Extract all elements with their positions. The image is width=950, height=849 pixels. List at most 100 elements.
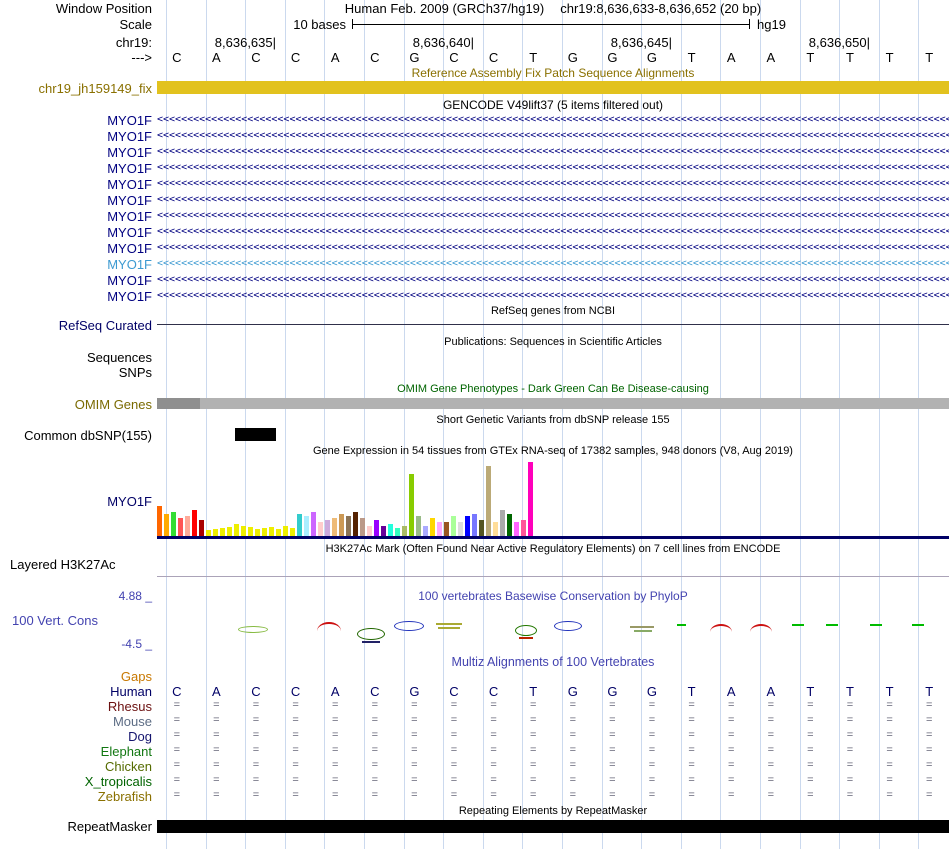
gtex-expression-bar[interactable] bbox=[437, 522, 442, 536]
species-label-rhesus[interactable]: Rhesus bbox=[107, 699, 152, 714]
omim-gene-bar[interactable] bbox=[200, 398, 949, 409]
gtex-expression-bar[interactable] bbox=[521, 520, 526, 536]
dbsnp-variant-box[interactable] bbox=[235, 428, 276, 441]
gtex-expression-bar[interactable] bbox=[171, 512, 176, 536]
species-label-mouse[interactable]: Mouse bbox=[112, 714, 152, 729]
gtex-expression-bar[interactable] bbox=[248, 527, 253, 536]
species-label-gaps[interactable]: Gaps bbox=[120, 669, 152, 684]
gtex-expression-bar[interactable] bbox=[416, 516, 421, 536]
gencode-transcript-label[interactable]: MYO1F bbox=[107, 273, 152, 288]
gencode-transcript[interactable]: <<<<<<<<<<<<<<<<<<<<<<<<<<<<<<<<<<<<<<<<… bbox=[157, 210, 949, 221]
species-label-dog[interactable]: Dog bbox=[128, 729, 152, 744]
gencode-transcript[interactable]: <<<<<<<<<<<<<<<<<<<<<<<<<<<<<<<<<<<<<<<<… bbox=[157, 274, 949, 285]
omim-genes-label[interactable]: OMIM Genes bbox=[74, 397, 152, 412]
omim-gene-bar[interactable] bbox=[157, 398, 200, 409]
h3k27ac-label[interactable]: Layered H3K27Ac bbox=[10, 557, 116, 572]
gtex-expression-bar[interactable] bbox=[346, 516, 351, 536]
gtex-expression-bar[interactable] bbox=[423, 526, 428, 536]
gencode-transcript[interactable]: <<<<<<<<<<<<<<<<<<<<<<<<<<<<<<<<<<<<<<<<… bbox=[157, 146, 949, 157]
gtex-expression-bar[interactable] bbox=[213, 529, 218, 536]
gencode-transcript[interactable]: <<<<<<<<<<<<<<<<<<<<<<<<<<<<<<<<<<<<<<<<… bbox=[157, 114, 949, 125]
gencode-transcript-label[interactable]: MYO1F bbox=[107, 177, 152, 192]
gencode-transcript-label[interactable]: MYO1F bbox=[107, 225, 152, 240]
gtex-expression-bar[interactable] bbox=[297, 514, 302, 536]
gtex-expression-bar[interactable] bbox=[283, 526, 288, 536]
gtex-expression-bar[interactable] bbox=[479, 520, 484, 536]
gtex-expression-bar[interactable] bbox=[486, 466, 491, 536]
gencode-transcript[interactable]: <<<<<<<<<<<<<<<<<<<<<<<<<<<<<<<<<<<<<<<<… bbox=[157, 162, 949, 173]
species-label-human[interactable]: Human bbox=[110, 684, 152, 699]
publications-sequences-label[interactable]: Sequences bbox=[86, 350, 152, 365]
gencode-transcript-label[interactable]: MYO1F bbox=[107, 257, 152, 272]
gtex-expression-bar[interactable] bbox=[269, 527, 274, 536]
gencode-transcript-label[interactable]: MYO1F bbox=[107, 113, 152, 128]
gtex-expression-bar[interactable] bbox=[192, 510, 197, 536]
gencode-transcript[interactable]: <<<<<<<<<<<<<<<<<<<<<<<<<<<<<<<<<<<<<<<<… bbox=[157, 258, 949, 269]
fix-patch-bar[interactable] bbox=[157, 81, 949, 94]
gtex-expression-bar[interactable] bbox=[430, 518, 435, 536]
gtex-expression-bar[interactable] bbox=[185, 516, 190, 536]
repeatmasker-label[interactable]: RepeatMasker bbox=[67, 819, 152, 834]
gtex-expression-bar[interactable] bbox=[304, 516, 309, 536]
gencode-transcript-label[interactable]: MYO1F bbox=[107, 161, 152, 176]
species-label-zebrafish[interactable]: Zebrafish bbox=[97, 789, 152, 804]
gtex-expression-bar[interactable] bbox=[241, 526, 246, 536]
gtex-expression-bar[interactable] bbox=[220, 528, 225, 536]
gencode-transcript[interactable]: <<<<<<<<<<<<<<<<<<<<<<<<<<<<<<<<<<<<<<<<… bbox=[157, 226, 949, 237]
gencode-transcript-label[interactable]: MYO1F bbox=[107, 241, 152, 256]
gtex-expression-bar[interactable] bbox=[206, 530, 211, 536]
gtex-expression-bar[interactable] bbox=[451, 516, 456, 536]
gtex-expression-bar[interactable] bbox=[409, 474, 414, 536]
dbsnp-label[interactable]: Common dbSNP(155) bbox=[24, 428, 152, 443]
gtex-expression-bar[interactable] bbox=[157, 506, 162, 536]
gtex-expression-bar[interactable] bbox=[388, 524, 393, 536]
repeatmasker-bar[interactable] bbox=[157, 820, 949, 833]
gencode-transcript-label[interactable]: MYO1F bbox=[107, 145, 152, 160]
gtex-expression-bar[interactable] bbox=[444, 522, 449, 536]
fix-patch-label[interactable]: chr19_jh159149_fix bbox=[38, 81, 152, 96]
gencode-transcript[interactable]: <<<<<<<<<<<<<<<<<<<<<<<<<<<<<<<<<<<<<<<<… bbox=[157, 178, 949, 189]
gtex-expression-bar[interactable] bbox=[290, 528, 295, 536]
gtex-expression-bar[interactable] bbox=[311, 512, 316, 536]
gtex-expression-bar[interactable] bbox=[178, 518, 183, 536]
publications-snps-label[interactable]: SNPs bbox=[118, 365, 152, 380]
gencode-transcript[interactable]: <<<<<<<<<<<<<<<<<<<<<<<<<<<<<<<<<<<<<<<<… bbox=[157, 130, 949, 141]
gtex-expression-bar[interactable] bbox=[395, 528, 400, 536]
gtex-expression-bar[interactable] bbox=[325, 520, 330, 536]
refseq-curated-label[interactable]: RefSeq Curated bbox=[58, 318, 152, 333]
gtex-expression-bar[interactable] bbox=[465, 516, 470, 536]
gencode-transcript-label[interactable]: MYO1F bbox=[107, 209, 152, 224]
gtex-expression-bar[interactable] bbox=[514, 522, 519, 536]
gtex-expression-bar[interactable] bbox=[332, 518, 337, 536]
gtex-expression-bar[interactable] bbox=[528, 462, 533, 536]
gtex-expression-bar[interactable] bbox=[276, 529, 281, 536]
gencode-transcript-label[interactable]: MYO1F bbox=[107, 129, 152, 144]
gtex-expression-bar[interactable] bbox=[360, 518, 365, 536]
gtex-expression-bar[interactable] bbox=[353, 512, 358, 536]
gencode-transcript[interactable]: <<<<<<<<<<<<<<<<<<<<<<<<<<<<<<<<<<<<<<<<… bbox=[157, 290, 949, 301]
species-label-elephant[interactable]: Elephant bbox=[100, 744, 152, 759]
gtex-gene-label[interactable]: MYO1F bbox=[107, 494, 152, 509]
gtex-expression-bar[interactable] bbox=[472, 514, 477, 536]
gtex-expression-bar[interactable] bbox=[507, 514, 512, 536]
gtex-expression-bar[interactable] bbox=[402, 526, 407, 536]
species-label-chicken[interactable]: Chicken bbox=[105, 759, 152, 774]
gencode-transcript[interactable]: <<<<<<<<<<<<<<<<<<<<<<<<<<<<<<<<<<<<<<<<… bbox=[157, 242, 949, 253]
gtex-expression-bar[interactable] bbox=[164, 514, 169, 536]
gencode-transcript-label[interactable]: MYO1F bbox=[107, 193, 152, 208]
gtex-expression-bar[interactable] bbox=[374, 520, 379, 536]
gtex-expression-bar[interactable] bbox=[381, 526, 386, 536]
gtex-expression-bar[interactable] bbox=[234, 524, 239, 536]
gtex-expression-bar[interactable] bbox=[199, 520, 204, 536]
gtex-expression-bar[interactable] bbox=[367, 526, 372, 536]
h3k27ac-signal-line[interactable] bbox=[157, 576, 949, 577]
gtex-expression-bar[interactable] bbox=[318, 522, 323, 536]
refseq-curated-item[interactable] bbox=[157, 324, 949, 325]
gtex-expression-bar[interactable] bbox=[458, 522, 463, 536]
gtex-expression-bar[interactable] bbox=[262, 528, 267, 536]
gtex-expression-bar[interactable] bbox=[227, 527, 232, 536]
gtex-expression-bar[interactable] bbox=[255, 529, 260, 536]
phylop-track-label[interactable]: 100 Vert. Cons bbox=[12, 613, 98, 628]
gencode-transcript[interactable]: <<<<<<<<<<<<<<<<<<<<<<<<<<<<<<<<<<<<<<<<… bbox=[157, 194, 949, 205]
gtex-expression-bar[interactable] bbox=[493, 522, 498, 536]
